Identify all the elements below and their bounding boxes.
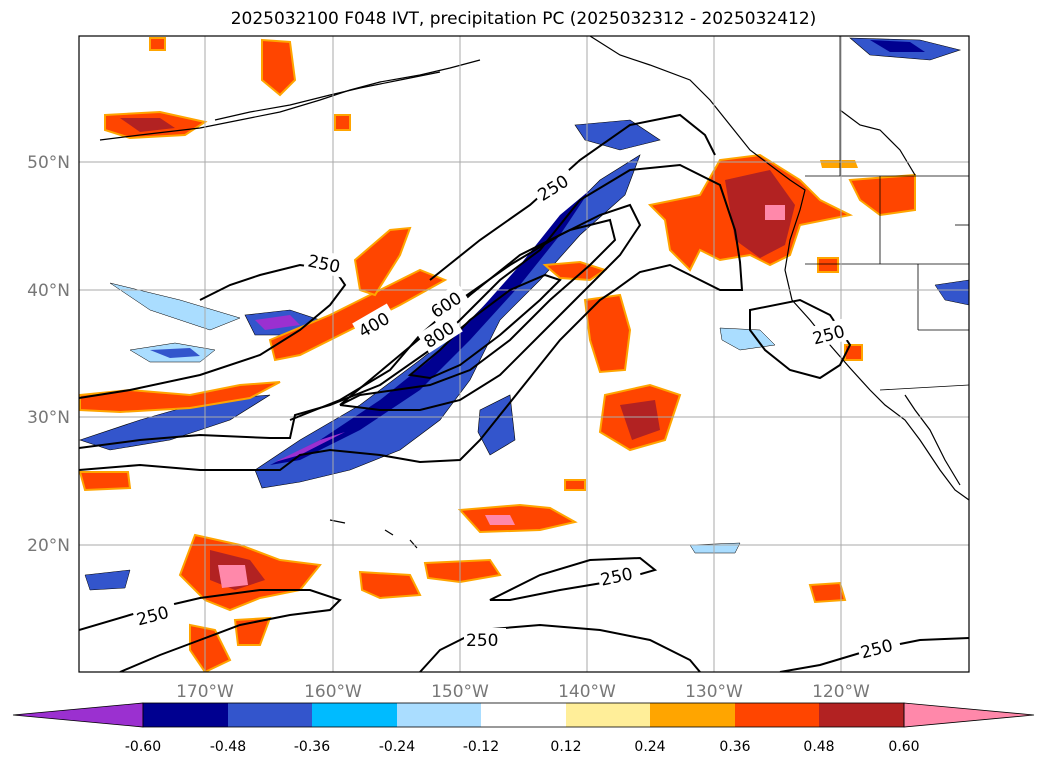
lon-tick-label: 130°W xyxy=(685,682,743,702)
contour-250-south1 xyxy=(489,556,658,601)
colorbar-tick-label: -0.36 xyxy=(294,739,330,755)
colorbar-tick-label: 0.48 xyxy=(803,739,834,755)
colorbar-tick-label: 0.36 xyxy=(719,739,750,755)
lat-tick-label: 40°N xyxy=(27,281,70,301)
lat-tick-label: 50°N xyxy=(27,153,70,173)
lon-tick-label: 120°W xyxy=(812,682,870,702)
colorbar-segment xyxy=(143,703,228,727)
coastlines xyxy=(99,36,969,549)
colorbar-segment xyxy=(228,703,312,727)
lat-tick-label: 20°N xyxy=(27,536,70,556)
colorbar: -0.60 -0.48 -0.36 -0.24 -0.12 0.12 0.24 … xyxy=(12,702,1035,755)
colorbar-segment xyxy=(481,703,566,727)
colorbar-segment xyxy=(312,703,397,727)
colorbar-tick-label: -0.48 xyxy=(210,739,246,755)
colorbar-tick-label: 0.12 xyxy=(550,739,581,755)
map-frame xyxy=(78,35,970,673)
lon-tick-label: 170°W xyxy=(176,682,234,702)
colorbar-segment xyxy=(397,703,481,727)
colorbar-segment xyxy=(566,703,650,727)
map-panel: 250 250 400 600 800 250 250 250 250 250 xyxy=(79,36,969,672)
contour-label: 250 xyxy=(466,631,498,651)
colorbar-tick-label: 0.24 xyxy=(634,739,665,755)
lon-tick-label: 160°W xyxy=(304,682,362,702)
lat-axis-labels: 50°N 40°N 30°N 20°N xyxy=(27,153,70,556)
contour-250-south2 xyxy=(79,589,342,672)
contour-400 xyxy=(289,203,642,421)
lat-tick-label: 30°N xyxy=(27,408,70,428)
colorbar-high-extend xyxy=(903,702,1035,728)
contour-250-north xyxy=(429,113,716,281)
lon-axis-labels: 170°W 160°W 150°W 140°W 130°W 120°W xyxy=(176,682,870,702)
colorbar-low-extend xyxy=(12,702,144,728)
colorbar-segment xyxy=(735,703,819,727)
colorbar-segment xyxy=(819,703,904,727)
lon-tick-label: 150°W xyxy=(431,682,489,702)
colorbar-tick-label: -0.60 xyxy=(125,739,161,755)
borders xyxy=(805,36,969,391)
contour-250-upper xyxy=(79,263,347,399)
contour-250-south3 xyxy=(419,623,701,672)
colorbar-tick-label: -0.24 xyxy=(379,739,415,755)
contour-250-coast xyxy=(749,298,852,380)
precip-field xyxy=(79,37,969,672)
colorbar-tick-label: -0.12 xyxy=(463,739,499,755)
colorbar-segment xyxy=(650,703,735,727)
gridlines xyxy=(79,36,969,672)
lon-tick-label: 140°W xyxy=(558,682,616,702)
map-title: 2025032100 F048 IVT, precipitation PC (2… xyxy=(230,9,817,29)
colorbar-tick-label: 0.60 xyxy=(888,739,919,755)
